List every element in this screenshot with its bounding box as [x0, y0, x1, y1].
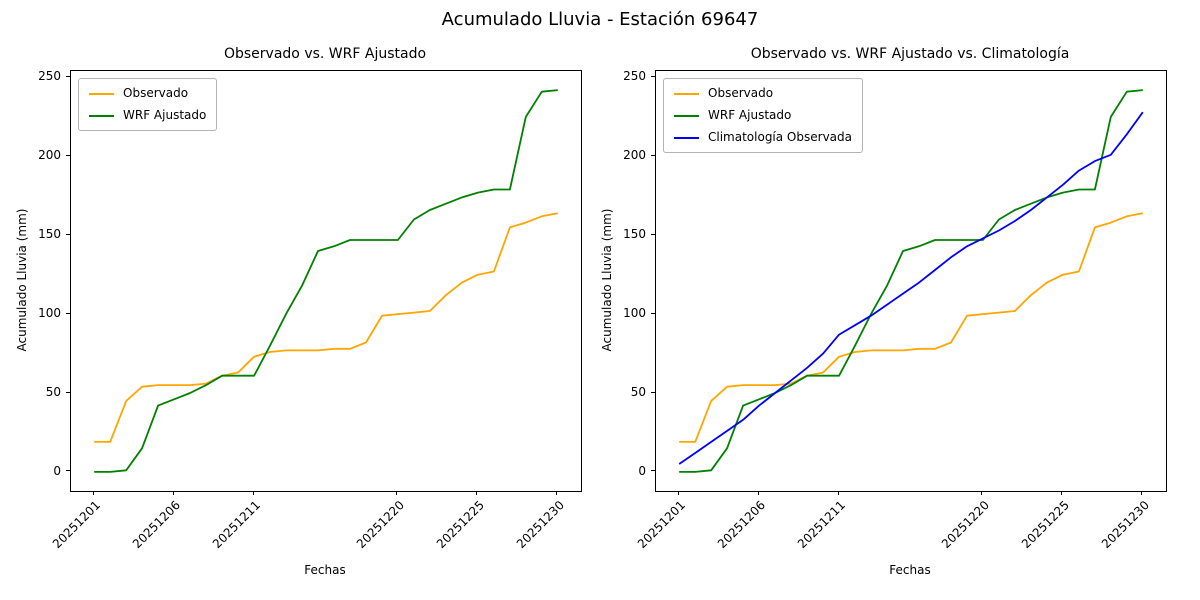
x-tick-label: 20251225: [433, 498, 487, 552]
x-tick-mark: [476, 491, 478, 495]
legend-item-label: Climatología Observada: [708, 130, 852, 144]
right-plot-area: [678, 89, 1144, 473]
x-tick-mark: [677, 491, 679, 495]
left-plot-area: [94, 89, 558, 473]
x-tick-label: 20251211: [794, 498, 848, 552]
y-tick-mark: [651, 233, 655, 235]
y-tick-label: 50: [45, 385, 61, 400]
x-tick-mark: [556, 491, 558, 495]
legend-line-sample: [674, 136, 699, 139]
legend-line-sample: [674, 92, 699, 95]
x-tick-mark: [172, 491, 174, 495]
x-tick-label: 20251211: [209, 498, 263, 552]
y-tick-label: 0: [53, 463, 61, 478]
legend-item-wrf-ajustado: WRF Ajustado: [674, 108, 852, 123]
series-line-wrf-ajustado: [679, 89, 1143, 473]
left-axes: [70, 70, 582, 492]
legend-item-wrf-ajustado: WRF Ajustado: [89, 108, 206, 123]
y-tick-label: 250: [623, 69, 646, 84]
figure-title: Acumulado Lluvia - Estación 69647: [441, 9, 759, 30]
x-tick-mark: [252, 491, 254, 495]
y-tick-label: 100: [38, 306, 61, 321]
legend-item-label: Observado: [708, 86, 774, 100]
y-tick-mark: [66, 233, 70, 235]
right-y-axis-label: Acumulado Lluvia (mm): [600, 208, 614, 352]
y-tick-mark: [651, 470, 655, 472]
legend-item-label: Observado: [123, 86, 189, 100]
y-tick-label: 100: [623, 306, 646, 321]
x-tick-label: 20251206: [129, 498, 184, 552]
x-tick-label: 20251201: [49, 498, 104, 552]
y-tick-mark: [66, 391, 70, 393]
y-tick-mark: [651, 75, 655, 77]
series-line-wrf-ajustado: [94, 89, 558, 473]
legend-item-climatologia-observada: Climatología Observada: [674, 130, 852, 145]
right-legend: Observado WRF Ajustado Climatología Observ…: [663, 78, 863, 153]
left-y-axis-label: Acumulado Lluvia (mm): [15, 208, 29, 352]
y-tick-mark: [651, 154, 655, 156]
series-line-observado: [94, 212, 558, 443]
x-tick-label: 20251220: [938, 498, 992, 552]
y-tick-mark: [651, 391, 655, 393]
x-tick-label: 20251220: [353, 498, 407, 552]
y-tick-label: 250: [38, 69, 61, 84]
y-tick-mark: [66, 312, 70, 314]
x-tick-mark: [92, 491, 94, 495]
x-tick-mark: [1141, 491, 1143, 495]
x-tick-label: 20251201: [634, 498, 689, 552]
y-tick-label: 200: [38, 148, 61, 163]
x-tick-label: 20251206: [714, 498, 769, 552]
left-x-axis-label: Fechas: [304, 563, 346, 577]
x-tick-mark: [981, 491, 983, 495]
y-tick-mark: [66, 154, 70, 156]
left-chart-title: Observado vs. WRF Ajustado: [223, 46, 427, 62]
x-tick-mark: [396, 491, 398, 495]
legend-item-label: WRF Ajustado: [708, 108, 792, 122]
legend-item-observado: Observado: [674, 86, 852, 101]
y-tick-label: 50: [630, 385, 646, 400]
x-tick-label: 20251230: [1098, 498, 1152, 552]
y-tick-label: 200: [623, 148, 646, 163]
right-chart-title: Observado vs. WRF Ajustado vs. Climatolo…: [750, 46, 1070, 62]
legend-line-sample: [674, 114, 699, 117]
y-tick-label: 150: [38, 227, 61, 242]
y-tick-label: 150: [623, 227, 646, 242]
y-tick-mark: [66, 75, 70, 77]
y-tick-mark: [651, 312, 655, 314]
x-tick-label: 20251225: [1018, 498, 1072, 552]
legend-item-observado: Observado: [89, 86, 206, 101]
left-legend: Observado WRF Ajustado: [78, 78, 218, 131]
series-line-observado: [679, 212, 1143, 443]
y-tick-label: 0: [638, 463, 646, 478]
series-line-climatologia-observada: [678, 111, 1144, 465]
legend-item-label: WRF Ajustado: [123, 108, 207, 122]
x-tick-mark: [1061, 491, 1063, 495]
right-x-axis-label: Fechas: [889, 563, 931, 577]
legend-line-sample: [89, 114, 114, 117]
legend-line-sample: [89, 92, 114, 95]
y-tick-mark: [66, 470, 70, 472]
x-tick-label: 20251230: [513, 498, 567, 552]
x-tick-mark: [757, 491, 759, 495]
x-tick-mark: [837, 491, 839, 495]
